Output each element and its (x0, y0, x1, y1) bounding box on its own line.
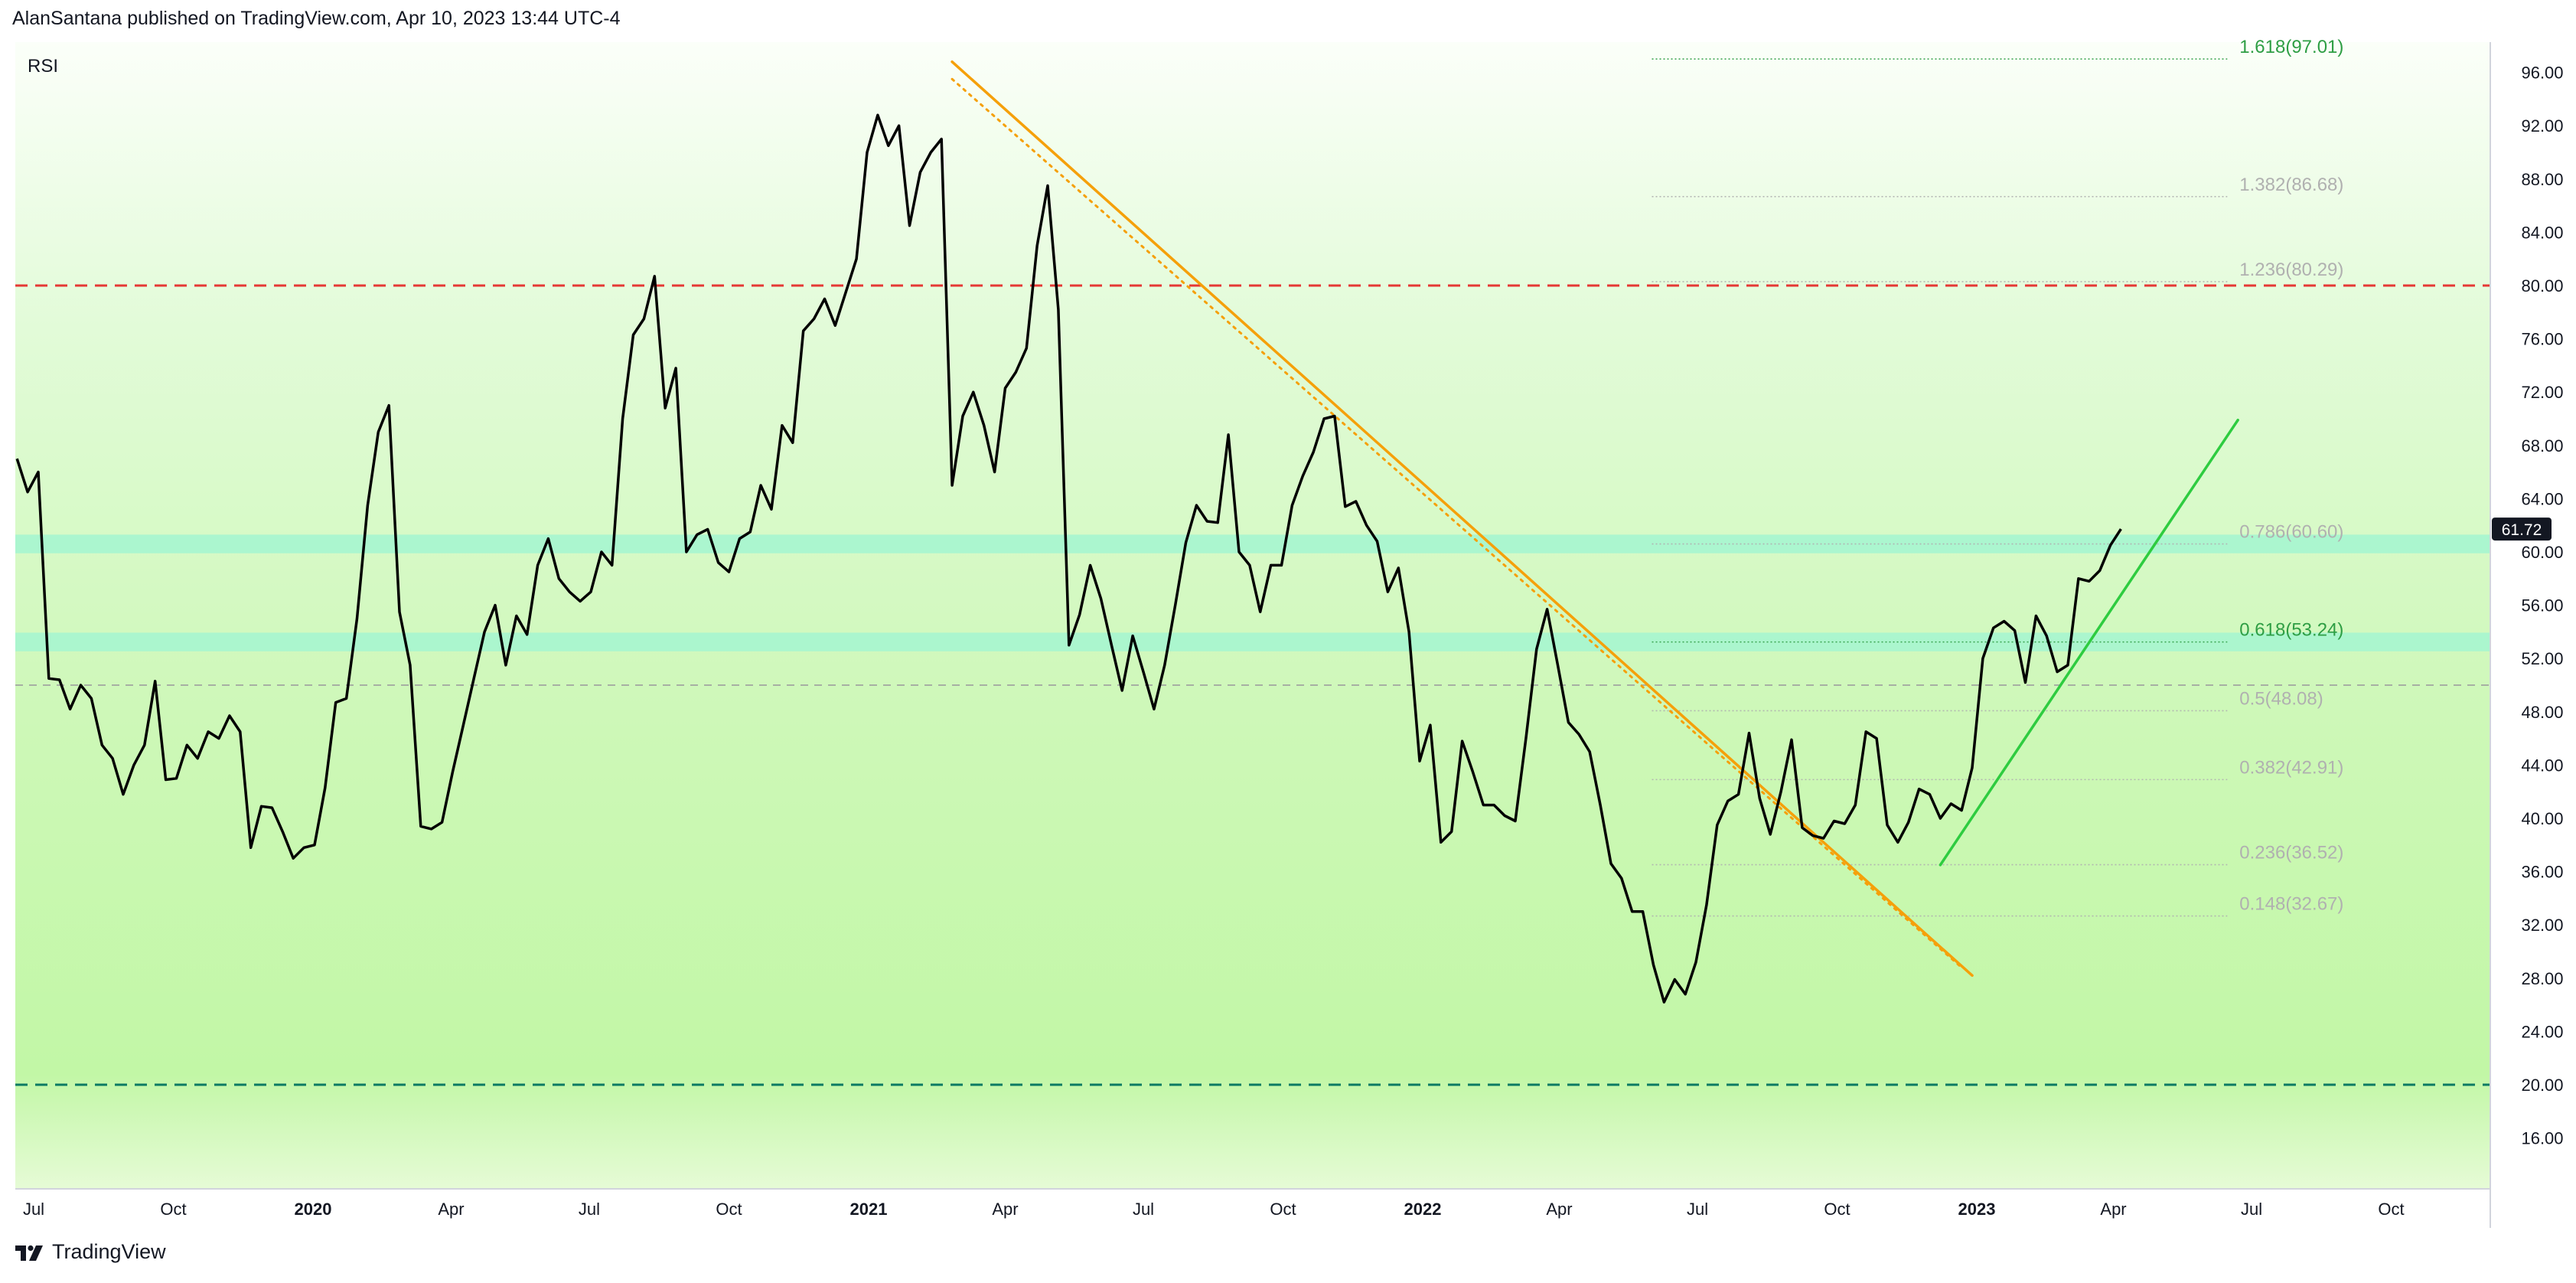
fib-level-label: 1.382(86.68) (2239, 175, 2343, 195)
y-tick-label: 44.00 (2521, 756, 2563, 775)
y-tick-label: 84.00 (2521, 223, 2563, 242)
y-tick-label: 36.00 (2521, 863, 2563, 882)
x-tick-label: Apr (438, 1200, 464, 1219)
x-tick-label: 2023 (1958, 1200, 1996, 1219)
x-tick-label: Jul (23, 1200, 44, 1219)
fib-level-label: 0.148(32.67) (2239, 894, 2343, 915)
fib-level-label: 0.5(48.08) (2239, 688, 2323, 709)
y-tick-label: 72.00 (2521, 383, 2563, 402)
y-tick-label: 32.00 (2521, 916, 2563, 935)
x-tick-label: Jul (1133, 1200, 1154, 1219)
last-value-label: 61.72 (2502, 521, 2542, 539)
fibonacci-levels: 1.618(97.01) 1.382(86.68) 1.236(80.29) 0.78… (1652, 37, 2343, 917)
x-tick-label: Jul (1687, 1200, 1708, 1219)
y-tick-label: 20.00 (2521, 1076, 2563, 1095)
y-tick-label: 48.00 (2521, 703, 2563, 722)
fib-level-label: 0.236(36.52) (2239, 843, 2343, 863)
y-tick-label: 28.00 (2521, 969, 2563, 988)
x-tick-label: Jul (2241, 1200, 2262, 1219)
rsi-series (15, 113, 2122, 1004)
x-tick-label: Oct (716, 1200, 742, 1219)
y-tick-label: 24.00 (2521, 1022, 2563, 1041)
x-tick-label: Oct (1270, 1200, 1296, 1219)
y-tick-label: 88.00 (2521, 170, 2563, 189)
indicator-title: RSI (28, 56, 58, 77)
y-tick-label: 92.00 (2521, 116, 2563, 135)
y-tick-label: 64.00 (2521, 489, 2563, 508)
x-tick-label: 2022 (1404, 1200, 1442, 1219)
fib-level-label: 0.786(60.60) (2239, 522, 2343, 543)
y-tick-label: 68.00 (2521, 436, 2563, 455)
brand-name: TradingView (52, 1240, 166, 1263)
y-tick-label: 80.00 (2521, 276, 2563, 295)
fib-level-label: 1.236(80.29) (2239, 260, 2343, 280)
y-tick-label: 60.00 (2521, 543, 2563, 562)
x-tick-label: Apr (2100, 1200, 2126, 1219)
x-tick-label: Apr (1546, 1200, 1572, 1219)
x-tick-label: Oct (160, 1200, 186, 1219)
y-tick-label: 76.00 (2521, 330, 2563, 349)
price-axis[interactable]: 96.00 92.00 88.00 84.00 80.00 76.00 72.00 68.00… (2521, 64, 2563, 1148)
x-tick-label: Oct (1824, 1200, 1850, 1219)
last-value-badge-bg (2492, 517, 2552, 541)
y-tick-label: 96.00 (2521, 64, 2563, 83)
tradingview-logo-icon (15, 1245, 43, 1261)
time-axis[interactable]: Jul Oct 2020 Apr Jul Oct 2021 Apr Jul Oct 2022 Apr J… (23, 1200, 2405, 1219)
plot-background (15, 42, 2490, 1189)
x-tick-label: 2021 (850, 1200, 888, 1219)
rsi-reference-lines (15, 284, 2490, 1086)
fib-level-label: 1.618(97.01) (2239, 37, 2343, 57)
uptrend-trendline[interactable] (1939, 418, 2239, 867)
y-tick-label: 16.00 (2521, 1129, 2563, 1148)
x-tick-label: Oct (2378, 1200, 2404, 1219)
footer: TradingView (14, 1240, 166, 1264)
y-tick-label: 52.00 (2521, 649, 2563, 668)
y-tick-label: 56.00 (2521, 596, 2563, 615)
fib-level-label: 0.382(42.91) (2239, 757, 2343, 778)
last-value-badge: 61.72 (2492, 517, 2552, 541)
rsi-line (15, 113, 2122, 1004)
publication-info: AlanSantana published on TradingView.com… (12, 8, 621, 29)
fib-level-label: 0.618(53.24) (2239, 620, 2343, 641)
downtrend-trendline[interactable] (951, 77, 1963, 969)
y-tick-label: 40.00 (2521, 809, 2563, 828)
x-tick-label: Jul (579, 1200, 600, 1219)
x-tick-label: Apr (992, 1200, 1018, 1219)
x-tick-label: 2020 (295, 1200, 332, 1219)
